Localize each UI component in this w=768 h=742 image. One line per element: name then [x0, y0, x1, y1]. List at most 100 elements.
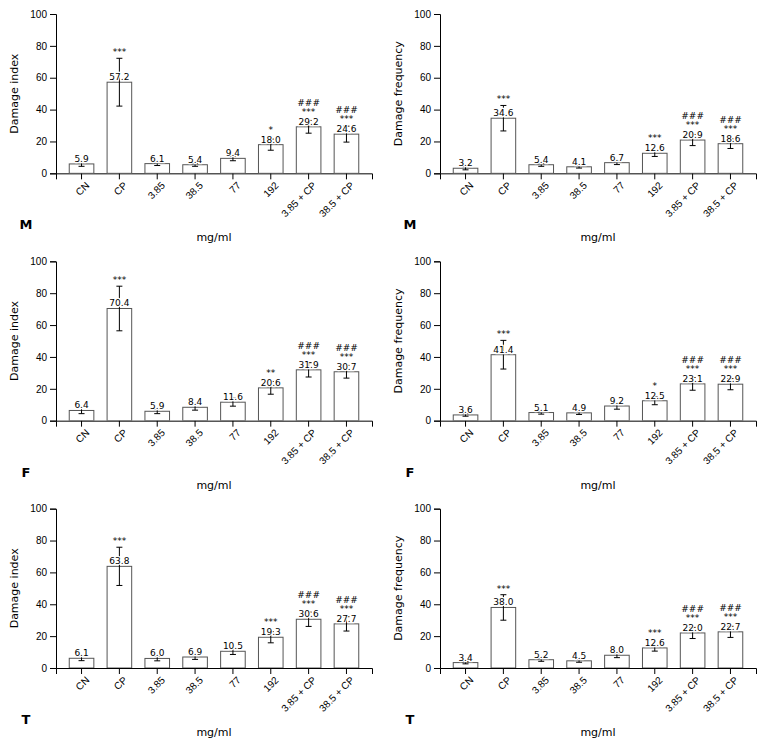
x-tick: 3.85 — [530, 668, 552, 696]
x-tick: 38.5 + CP — [701, 173, 741, 219]
y-tick-mark — [50, 325, 56, 326]
significance-label: *** — [264, 617, 278, 627]
y-tick-label: 20 — [36, 384, 48, 395]
y-tick: 60 — [420, 72, 440, 83]
error-bar-cap — [538, 661, 544, 662]
error-bar-cap — [576, 168, 582, 169]
bar — [529, 165, 554, 174]
error-bar-cap — [727, 148, 733, 149]
y-tick-mark — [50, 141, 56, 142]
x-tick-label: 38.5 — [183, 179, 205, 201]
value-label: 34.6 — [493, 108, 513, 118]
x-axis-line — [441, 669, 757, 675]
x-tick: 3.85 — [530, 421, 552, 449]
error-bar-cap — [230, 406, 236, 407]
y-tick-label: 40 — [420, 599, 432, 610]
y-tick: 60 — [420, 567, 440, 578]
y-axis-line — [50, 15, 57, 174]
x-tick-mark — [465, 173, 466, 179]
x-tick: 3.85 + CP — [279, 421, 319, 467]
x-tick-label: 77 — [611, 179, 627, 195]
bar — [334, 372, 359, 421]
x-tick-label: CP — [112, 674, 130, 692]
y-tick: 20 — [420, 384, 440, 395]
x-tick-label: CN — [73, 427, 91, 445]
x-tick-mark — [616, 173, 617, 179]
x-tick-mark — [346, 668, 347, 674]
bar — [718, 632, 743, 668]
bar — [183, 165, 208, 174]
x-tick-mark — [654, 173, 655, 179]
y-tick-mark — [434, 46, 440, 47]
x-tick-label: 38.5 — [567, 179, 589, 201]
x-axis-line — [57, 174, 373, 180]
value-label: 57.2 — [109, 72, 129, 82]
x-tick-mark — [346, 421, 347, 427]
error-bar-cap — [192, 659, 198, 660]
bar — [567, 413, 592, 421]
x-tick-mark — [465, 421, 466, 427]
value-label: 18.6 — [720, 134, 740, 144]
x-tick-label: 77 — [611, 674, 627, 690]
bar — [529, 660, 554, 668]
error-bar-cap — [192, 410, 198, 411]
value-label: 12.6 — [645, 143, 665, 153]
x-tick-mark — [232, 173, 233, 179]
x-tick-label: 3.85 — [530, 427, 552, 449]
value-label: 8.4 — [188, 397, 203, 407]
x-tick: 38.5 — [567, 668, 589, 696]
error-bar-cap — [538, 414, 544, 415]
x-axis-title: mg/ml — [580, 726, 615, 739]
x-tick-mark — [503, 173, 504, 179]
y-tick-label: 20 — [36, 631, 48, 642]
y-tick-label: 20 — [36, 136, 48, 147]
x-tick: CP — [496, 421, 514, 445]
y-tick: 40 — [36, 352, 56, 363]
error-bar-cap — [306, 377, 312, 378]
significance-label: ** — [266, 368, 276, 378]
y-tick-mark — [434, 572, 440, 573]
x-tick-mark — [119, 173, 120, 179]
y-tick: 80 — [36, 535, 56, 546]
x-tick-mark — [81, 668, 82, 674]
y-tick: 60 — [36, 567, 56, 578]
value-label: 12.5 — [645, 391, 665, 401]
error-bar-cap — [343, 378, 349, 379]
y-tick-mark — [434, 668, 440, 669]
error-bar-cap — [268, 642, 274, 643]
value-label: 20.6 — [261, 378, 281, 388]
x-tick: 192 — [261, 173, 281, 199]
value-label: 31.9 — [299, 360, 319, 370]
significance-label: *** — [302, 599, 316, 609]
panel-letter: M — [404, 217, 417, 232]
x-tick: CP — [496, 668, 514, 692]
bar — [642, 648, 667, 668]
y-tick-label: 40 — [36, 352, 48, 363]
value-label: 3.2 — [458, 158, 472, 168]
x-axis-title: mg/ml — [580, 231, 615, 244]
y-tick-mark — [50, 110, 56, 111]
x-tick-mark — [654, 421, 655, 427]
x-tick: CP — [112, 173, 130, 197]
plot-area — [69, 547, 359, 668]
y-tick-label: 60 — [36, 320, 48, 331]
significance-label: * — [269, 125, 274, 135]
y-tick-mark — [434, 78, 440, 79]
panel-letter: F — [406, 465, 415, 480]
bar — [453, 415, 478, 421]
x-tick-label: 38.5 — [567, 427, 589, 449]
y-tick-mark — [50, 78, 56, 79]
y-tick-mark — [50, 604, 56, 605]
significance-label: *** — [686, 120, 700, 130]
x-axis-title: mg/ml — [580, 479, 615, 492]
x-tick-mark — [730, 173, 731, 179]
x-axis: CNCP3.8538.5771923.85 + CP38.5 + CP — [57, 421, 373, 467]
plot-area — [453, 595, 743, 668]
value-label: 19.3 — [261, 627, 281, 637]
y-tick-label: 0 — [425, 415, 431, 426]
y-tick-label: 20 — [420, 384, 432, 395]
y-tick: 0 — [425, 663, 440, 674]
y-tick-mark — [50, 46, 56, 47]
x-tick: 77 — [227, 668, 243, 690]
error-bar-cap — [116, 106, 122, 107]
